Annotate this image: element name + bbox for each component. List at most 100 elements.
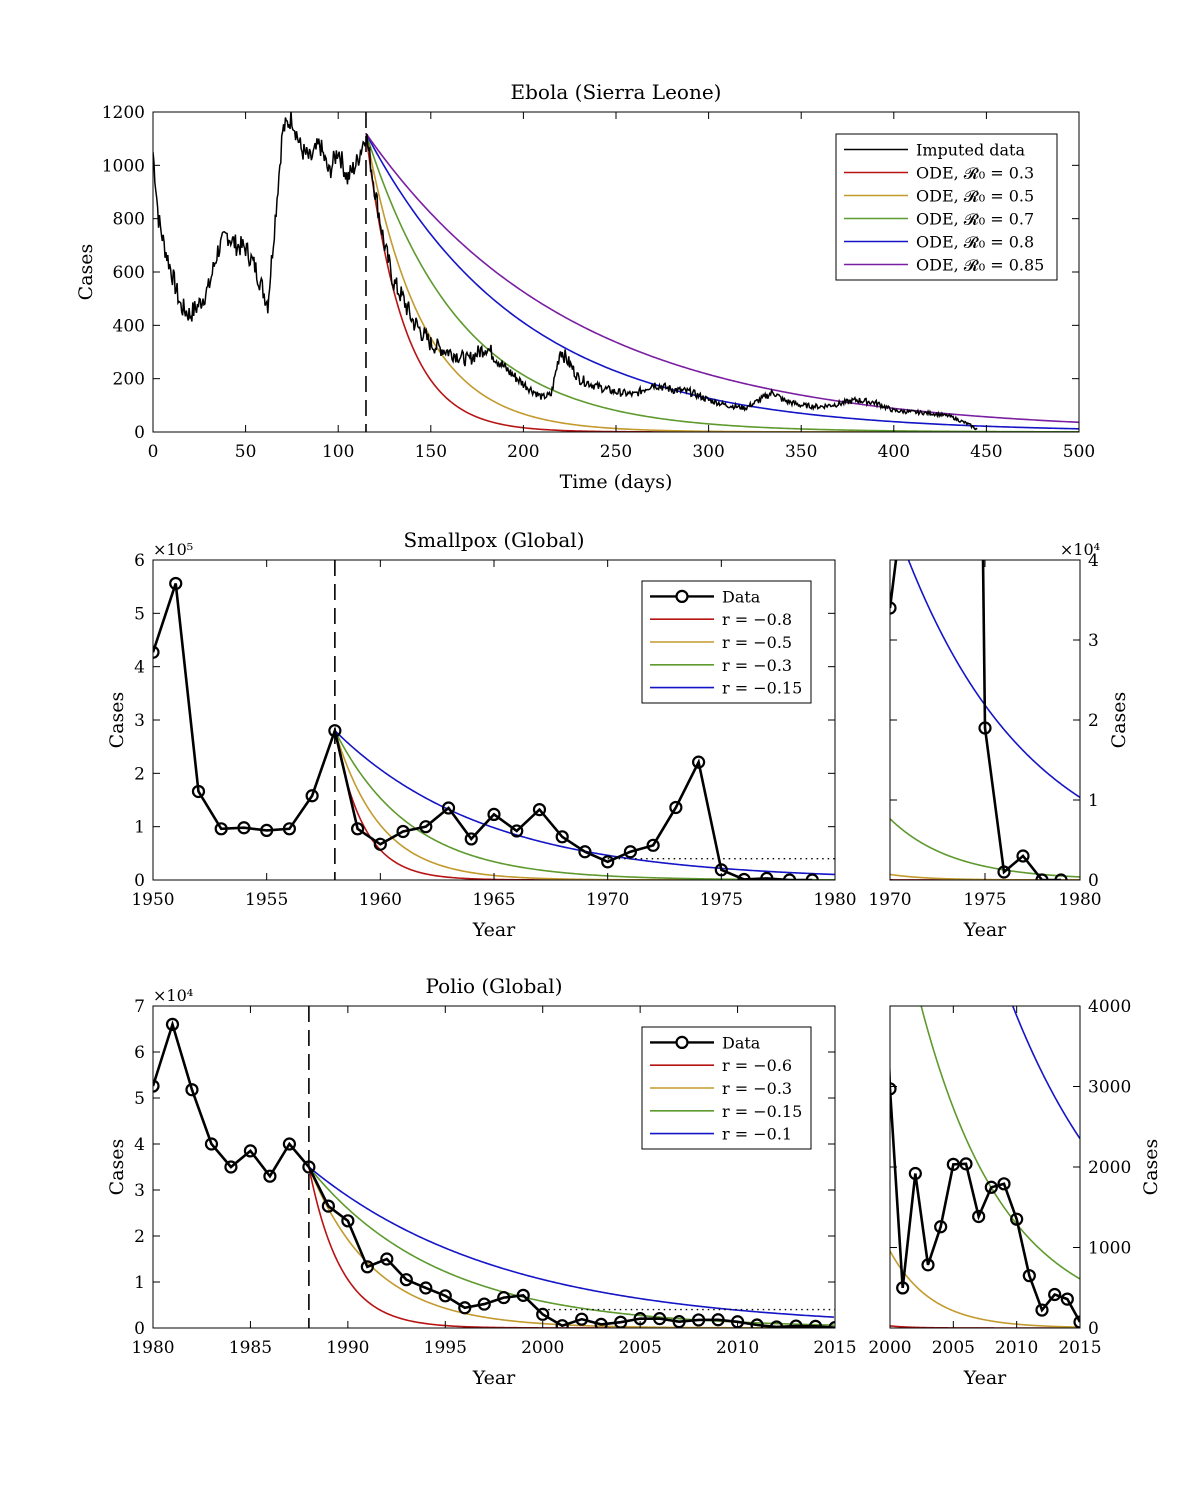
legend-entry: Data bbox=[722, 1033, 761, 1052]
polio-data-point bbox=[153, 1079, 160, 1093]
polio-inset-ytick-label: 0 bbox=[1088, 1319, 1099, 1339]
ebola-xtick-label: 250 bbox=[600, 442, 632, 462]
polio-inset-ytick-label: 4000 bbox=[1088, 997, 1131, 1017]
smallpox-plot-area bbox=[153, 576, 835, 880]
polio-inset-ylabel: Cases bbox=[1140, 1139, 1162, 1196]
polio-data-point bbox=[224, 1160, 238, 1174]
polio-data-point bbox=[769, 1320, 784, 1328]
smallpox-xtick-label: 1950 bbox=[131, 890, 174, 910]
polio-axes-box bbox=[152, 1005, 836, 1329]
polio-xtick-label: 1985 bbox=[229, 1338, 272, 1358]
smallpox-data-point bbox=[646, 838, 660, 852]
polio-inset-data-point bbox=[1060, 1292, 1074, 1306]
polio-xtick-label: 1980 bbox=[131, 1338, 174, 1358]
legend-entry: r = −0.5 bbox=[722, 633, 792, 652]
smallpox-data-line bbox=[153, 583, 813, 880]
smallpox-inset-ytick-label: 0 bbox=[1088, 871, 1099, 891]
polio-ytick-label: 6 bbox=[134, 1043, 145, 1063]
polio-ytick-label: 5 bbox=[134, 1089, 145, 1109]
polio-inset-xlabel: Year bbox=[963, 1367, 1007, 1389]
polio-data-point bbox=[438, 1289, 452, 1303]
smallpox-data-point bbox=[396, 824, 410, 839]
polio-data-point bbox=[458, 1301, 472, 1315]
polio-data-point bbox=[360, 1260, 374, 1274]
polio-inset-data-point bbox=[1010, 1212, 1024, 1226]
polio-inset-data-point bbox=[890, 1082, 897, 1096]
legend-entry: r = −0.3 bbox=[722, 1079, 792, 1098]
polio-inset-data-point bbox=[972, 1209, 986, 1224]
polio-inset-axes-box bbox=[889, 1005, 1081, 1329]
polio-xtick-label: 2005 bbox=[619, 1338, 662, 1358]
polio-inset-data-point bbox=[921, 1258, 935, 1272]
polio-model-line bbox=[308, 1166, 835, 1328]
ebola-xtick-label: 500 bbox=[1063, 442, 1095, 462]
polio-data-point bbox=[808, 1319, 823, 1328]
smallpox-ytick-label: 2 bbox=[134, 764, 145, 784]
polio-xtick-label: 2000 bbox=[521, 1338, 564, 1358]
smallpox-title: Smallpox (Global) bbox=[403, 528, 584, 552]
polio-data-point bbox=[497, 1291, 511, 1305]
smallpox-data-point bbox=[782, 873, 797, 880]
polio-data-point bbox=[282, 1137, 296, 1151]
polio-inset-ytick-label: 3000 bbox=[1088, 1078, 1131, 1098]
polio-inset-data-point bbox=[896, 1281, 910, 1295]
smallpox-inset-ytick-label: 3 bbox=[1088, 631, 1099, 651]
legend-entry: r = −0.3 bbox=[722, 656, 792, 675]
smallpox-data-point bbox=[169, 576, 183, 591]
ebola-xtick-label: 200 bbox=[507, 442, 539, 462]
polio-data-point bbox=[536, 1307, 550, 1321]
smallpox-data-point bbox=[305, 789, 319, 803]
ebola-ytick-label: 800 bbox=[113, 210, 145, 230]
smallpox-inset-data-line bbox=[890, 560, 1061, 880]
polio-inset-data-point bbox=[1073, 1315, 1080, 1328]
polio-ytick-label: 4 bbox=[134, 1135, 145, 1155]
ebola-xtick-label: 150 bbox=[415, 442, 447, 462]
ebola-ytick-label: 1200 bbox=[102, 103, 145, 123]
ebola-xtick-label: 450 bbox=[970, 442, 1002, 462]
ebola-xtick-label: 100 bbox=[322, 442, 354, 462]
legend-marker bbox=[675, 1035, 689, 1050]
smallpox-data-point bbox=[153, 645, 160, 659]
polio-ytick-label: 7 bbox=[134, 997, 145, 1017]
smallpox-data-point bbox=[351, 822, 365, 836]
polio-model-line bbox=[308, 1166, 835, 1318]
polio-inset-xtick-label: 2010 bbox=[995, 1338, 1038, 1358]
legend-entry: r = −0.8 bbox=[722, 610, 792, 629]
polio-ytick-label: 1 bbox=[134, 1273, 145, 1293]
ebola-ytick-label: 400 bbox=[113, 316, 145, 336]
smallpox-data-point bbox=[805, 873, 819, 880]
smallpox-xtick-label: 1980 bbox=[813, 890, 856, 910]
smallpox-data-point bbox=[691, 755, 706, 769]
smallpox-inset-data-point bbox=[978, 721, 992, 735]
polio-data-point bbox=[321, 1199, 335, 1213]
smallpox-ytick-label: 0 bbox=[134, 871, 145, 891]
polio-data-point bbox=[380, 1252, 394, 1266]
ebola-ylabel: Cases bbox=[75, 244, 97, 301]
polio-inset-data-point bbox=[946, 1157, 960, 1171]
smallpox-inset-ytick-label: 2 bbox=[1088, 711, 1099, 731]
smallpox-inset-ytick-label: 1 bbox=[1088, 791, 1099, 811]
smallpox-xtick-label: 1975 bbox=[700, 890, 743, 910]
smallpox-ytick-label: 4 bbox=[134, 658, 145, 678]
polio-ytick-label: 3 bbox=[134, 1181, 145, 1201]
smallpox-inset-xlabel: Year bbox=[963, 919, 1007, 941]
smallpox-data-point bbox=[441, 801, 456, 815]
smallpox-inset-xtick-label: 1975 bbox=[963, 890, 1006, 910]
smallpox-data-point bbox=[578, 845, 592, 859]
polio-ytick-label: 2 bbox=[134, 1227, 145, 1247]
smallpox-inset-data-point bbox=[1016, 849, 1030, 863]
polio-ylabel: Cases bbox=[106, 1139, 128, 1196]
polio-inset-xtick-label: 2005 bbox=[932, 1338, 975, 1358]
polio-inset-data-point bbox=[1022, 1269, 1036, 1283]
ebola-model-line bbox=[365, 133, 1079, 432]
ebola-xlabel: Time (days) bbox=[560, 471, 673, 493]
smallpox-inset-ylabel: Cases bbox=[1108, 692, 1130, 749]
polio-data-point bbox=[243, 1144, 258, 1158]
smallpox-ytick-label: 1 bbox=[134, 818, 145, 838]
ebola-xtick-label: 50 bbox=[235, 442, 257, 462]
smallpox-data-point bbox=[532, 802, 547, 817]
polio-data-point bbox=[516, 1288, 530, 1302]
ebola-ytick-label: 600 bbox=[113, 263, 145, 283]
smallpox-data-point bbox=[669, 800, 683, 815]
